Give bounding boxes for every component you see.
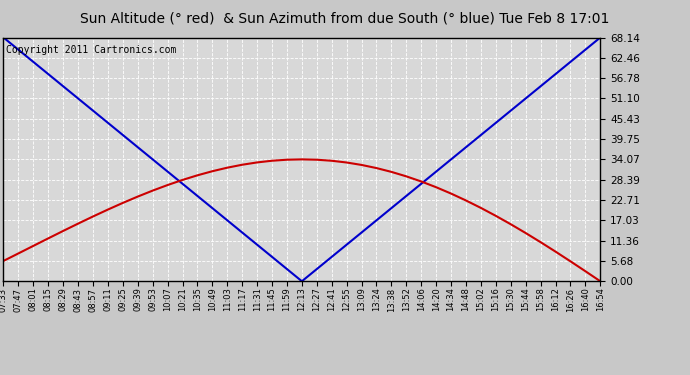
Text: Copyright 2011 Cartronics.com: Copyright 2011 Cartronics.com: [6, 45, 177, 55]
Text: Sun Altitude (° red)  & Sun Azimuth from due South (° blue) Tue Feb 8 17:01: Sun Altitude (° red) & Sun Azimuth from …: [80, 11, 610, 25]
